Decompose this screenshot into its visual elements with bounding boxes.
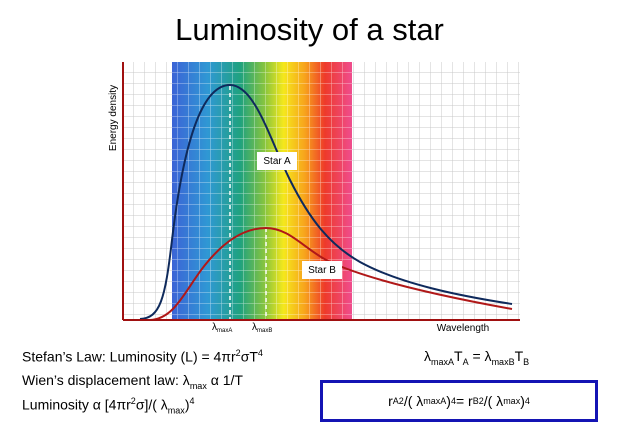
label-box-a [257, 152, 297, 170]
sup: 4 [189, 396, 195, 406]
x-axis-label: Wavelength [437, 323, 489, 334]
boxed-formula: r A 2/( λ maxA) 4 = r B 2/( λ max) 4 [320, 380, 598, 422]
curve-b [149, 226, 513, 321]
subscript: maxB [257, 328, 272, 334]
curve-label-a: Star A [263, 156, 291, 167]
sup: 2 [130, 396, 136, 406]
text: ) [520, 393, 525, 409]
text: /( λ [483, 393, 504, 409]
sup: 4 [450, 396, 456, 406]
sub: maxB [491, 356, 515, 367]
text: T [514, 348, 524, 364]
ratio-formula: λmaxATA = λmaxBTB [424, 348, 529, 367]
text: = λ [468, 348, 492, 364]
spectrum-grid [172, 62, 352, 320]
marker-a: λmaxA [212, 322, 232, 334]
subscript: maxA [217, 328, 232, 334]
text: r [388, 393, 393, 409]
sub: maxA [423, 396, 447, 406]
sub: A [462, 356, 469, 367]
wien-law: Wien’s displacement law: λmax α 1/T [22, 372, 243, 391]
sub: B [523, 356, 530, 367]
marker-b: λmaxB [252, 322, 272, 334]
stefan-law: Stefan’s Law: Luminosity (L) = 4πr2σT4 [22, 348, 263, 365]
sub: max [189, 380, 207, 391]
sub: B [472, 396, 479, 406]
text: T [454, 348, 463, 364]
text: σ]/( λ [135, 396, 168, 413]
text: = r [455, 393, 473, 409]
label-box-b [302, 261, 342, 279]
sup: 2 [398, 396, 404, 406]
text: σT [240, 348, 258, 365]
sub: maxA [431, 356, 455, 367]
symbol: λ [252, 322, 257, 333]
text: ) [446, 393, 451, 409]
title: Luminosity of a star [175, 12, 444, 47]
text: α 1/T [206, 372, 243, 388]
sup: 2 [235, 348, 241, 358]
symbol: λ [212, 322, 217, 333]
curve-label-b: Star B [308, 265, 336, 276]
sub: max [503, 396, 521, 406]
curve-a [139, 83, 513, 320]
sup: 2 [478, 396, 484, 406]
text: Luminosity α [4πr [22, 396, 131, 413]
text: /( λ [403, 393, 424, 409]
y-axis-label: Energy density [108, 85, 119, 151]
text: ) [184, 396, 190, 413]
text: λ [424, 348, 431, 364]
sup: 4 [524, 396, 530, 406]
sub: max [167, 405, 185, 416]
sup: 4 [257, 348, 263, 358]
text: Stefan’s Law: Luminosity (L) = 4πr [22, 348, 236, 365]
luminosity-relation: Luminosity α [4πr2σ]/( λmax)4 [22, 396, 195, 415]
diagram: Energy density Wavelength Star A Star B … [108, 62, 520, 334]
sub: A [392, 396, 399, 406]
text: Wien’s displacement law: λ [22, 372, 190, 388]
